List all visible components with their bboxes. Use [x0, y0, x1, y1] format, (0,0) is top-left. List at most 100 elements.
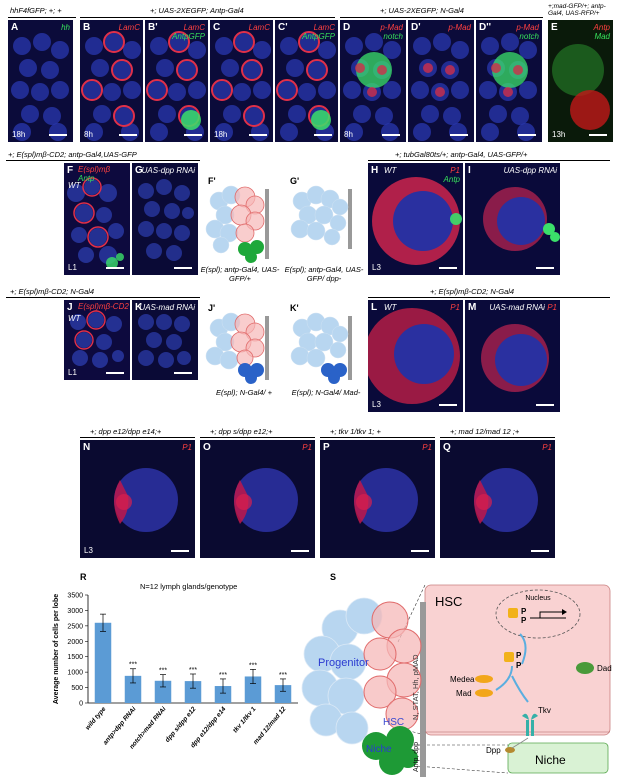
micrograph-m [481, 324, 549, 392]
genotype-d: +; UAS-2XEGFP; N-Gal4 [380, 6, 464, 15]
medea-label: Medea [450, 675, 475, 684]
panel-bprime: B' LamC AntpGFP [145, 20, 208, 142]
panel-dprimeprime: D'' p-Mad notch [476, 20, 542, 142]
scale-bar [174, 372, 192, 374]
micrograph [114, 468, 178, 532]
panel-label: p-Mad notch [380, 23, 403, 41]
panel-letter: K [135, 302, 143, 313]
scale-bar [382, 134, 400, 136]
wt-label: WT [384, 303, 397, 312]
red-channel-label: p-Mad [380, 23, 403, 32]
panel-i: I UAS-dpp RNAi [465, 163, 560, 275]
phosphorylation-arrow [495, 665, 513, 691]
significance-label: *** [279, 672, 287, 679]
genotype-rule [6, 297, 200, 298]
bar [94, 622, 112, 703]
panel-letter: B [83, 22, 91, 33]
micrograph [146, 31, 206, 141]
schematic-j-prime [205, 312, 269, 384]
panel-label: P1 [450, 303, 460, 312]
bar [244, 676, 262, 703]
progenitor-cells [301, 597, 383, 745]
scale-bar [171, 550, 189, 552]
panel-letter: A [11, 22, 19, 33]
bar [274, 685, 292, 703]
genotype-jk: +; E(spl)mβ-CD2; N-Gal4 [10, 287, 95, 296]
scale-bar [49, 134, 67, 136]
panel-k: K UAS-mad RNAi [132, 300, 198, 380]
panel-letter: I [468, 165, 471, 176]
panel-label: E(spl)mβ-CD2 [78, 302, 129, 311]
scale-bar [531, 550, 549, 552]
phospho-label: P [516, 651, 522, 660]
stage-label: L1 [68, 263, 77, 272]
panel-letter: R [80, 572, 87, 582]
bar [124, 675, 142, 703]
panel-o: O P1 [200, 440, 315, 558]
hsc-label: HSC [383, 717, 404, 728]
micrograph-j [70, 310, 124, 368]
panel-f: F E(spl)mβ Antp WT L1 [64, 163, 130, 275]
micrograph [211, 31, 271, 141]
panel-label: UAS-mad RNAi P1 [489, 303, 557, 312]
scale-bar [411, 550, 429, 552]
schematic-caption: E(spl); antp-Gal4, UAS-GFP/ dpp- [284, 265, 364, 283]
panel-letter: D' [411, 22, 421, 33]
genotype-q: +; mad 12/mad 12 ;+ [450, 427, 520, 436]
category-label: tkv 1/tkv 1 [232, 705, 258, 734]
micrograph [81, 31, 141, 141]
schematic-g-prime [290, 185, 352, 249]
niche-zoom-box [507, 742, 609, 774]
green-channel-label: AntpGFP [172, 32, 205, 41]
panel-letter: F [67, 165, 74, 176]
panel-label: P1 [182, 443, 192, 452]
dpp-ligand [505, 747, 515, 753]
scale-bar [536, 267, 554, 269]
green-channel-label: notch [519, 32, 539, 41]
category-label: dpp s/dpp e12 [164, 705, 198, 743]
significance-label: *** [159, 668, 167, 675]
panel-e: E Antp Mad 13h [548, 20, 613, 142]
panel-letter: F' [208, 176, 216, 186]
nucleus [495, 589, 581, 639]
genotype-rule [80, 17, 335, 18]
y-tick-label: 500 [71, 685, 83, 692]
panel-label: P1 [302, 443, 312, 452]
micrograph [411, 33, 469, 141]
zoom-hsc-title: HSC [435, 594, 462, 609]
dad-protein [576, 662, 594, 674]
dpp-label: Dpp [486, 746, 501, 755]
micrograph [552, 44, 610, 130]
micrograph [343, 33, 401, 141]
schematic-f-prime [205, 185, 269, 263]
panel-label: LamC [119, 23, 140, 32]
genotype-rule [368, 160, 610, 161]
mad-label: Mad [456, 689, 472, 698]
schematic-k-prime [290, 312, 352, 384]
genotype-rule [368, 297, 610, 298]
arrow-head [562, 609, 567, 615]
progenitor-label: Progenitor [318, 657, 369, 669]
panel-label: LamC AntpGFP [172, 23, 205, 41]
genotype-rule [200, 437, 315, 438]
genotype-rule [8, 17, 76, 18]
red-channel-label: Antp [593, 23, 610, 32]
bar [184, 681, 202, 703]
scale-bar [589, 134, 607, 136]
scale-bar [314, 134, 332, 136]
scale-bar [518, 134, 536, 136]
panel-letter: B' [148, 22, 158, 33]
panel-m: M UAS-mad RNAi P1 [465, 300, 560, 412]
niche-markers: Antp, dpp [413, 742, 420, 772]
panel-letter: J [67, 302, 73, 313]
receptor-arrow [511, 675, 529, 703]
micrograph-g [138, 179, 194, 261]
category-label: mad 12/mad 12 [252, 705, 288, 745]
micrograph-i [483, 187, 560, 251]
panel-label: p-Mad notch [516, 23, 539, 41]
hsc-cells [363, 601, 422, 731]
panel-label: p-Mad [448, 23, 471, 32]
niche-cells [362, 726, 418, 775]
stage-label: L1 [68, 368, 77, 377]
